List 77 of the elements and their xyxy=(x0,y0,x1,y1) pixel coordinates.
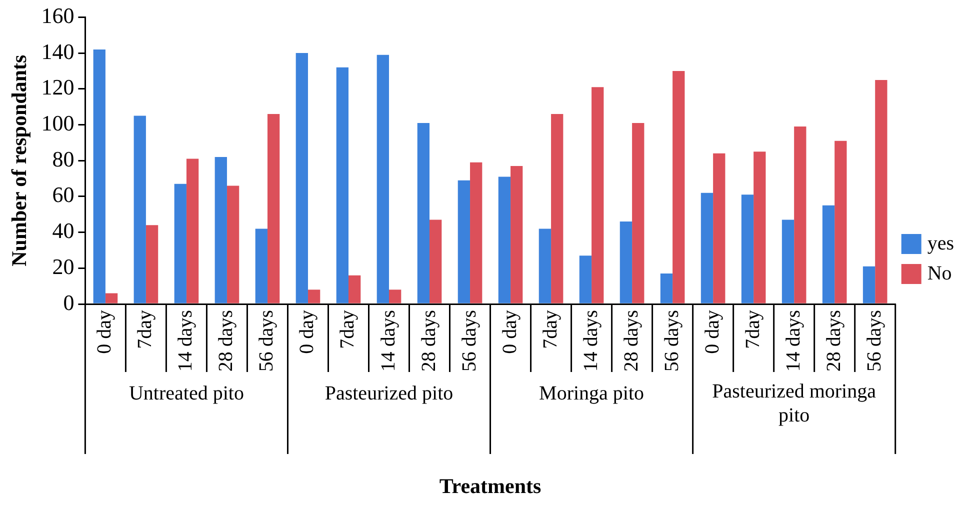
bar xyxy=(579,256,592,304)
bar xyxy=(458,180,470,304)
bar xyxy=(782,220,794,304)
x-tick-label: 0 day xyxy=(701,310,724,354)
legend-label: No xyxy=(927,262,952,284)
bar xyxy=(93,49,106,304)
x-tick-label: 7day xyxy=(539,310,562,349)
bar xyxy=(134,116,146,304)
x-tick-label: 0 day xyxy=(94,310,116,354)
bar xyxy=(336,67,348,304)
x-tick-label: 56 days xyxy=(660,310,683,372)
y-tick-label: 140 xyxy=(41,38,74,64)
y-tick-label: 100 xyxy=(41,110,74,136)
bar xyxy=(376,54,390,304)
bar xyxy=(417,122,430,304)
bar xyxy=(538,228,552,304)
x-tick-label: 56 days xyxy=(458,310,480,372)
bar xyxy=(620,222,632,304)
bar xyxy=(741,194,754,304)
x-tick-label: 14 days xyxy=(580,310,602,372)
y-tick-label: 40 xyxy=(52,218,74,244)
bar xyxy=(498,176,511,304)
bar xyxy=(834,140,847,304)
bar xyxy=(510,166,523,304)
x-tick-label: 14 days xyxy=(782,310,804,372)
bar xyxy=(174,184,186,304)
text: Moringa pito xyxy=(539,382,644,404)
x-tick-label: 7day xyxy=(336,310,359,349)
bar xyxy=(862,266,876,304)
bar xyxy=(296,53,308,304)
bar xyxy=(592,87,604,304)
x-tick-label: 14 days xyxy=(174,310,197,372)
x-tick-label: 0 day xyxy=(498,310,521,354)
y-tick-label: 160 xyxy=(41,2,74,28)
bar xyxy=(308,290,320,304)
x-tick-label: 56 days xyxy=(863,310,886,372)
bar xyxy=(875,80,888,304)
text: Pasteurized pito xyxy=(324,382,454,404)
x-tick-label: 28 days xyxy=(620,310,642,372)
bar xyxy=(186,158,199,304)
text: Untreated pito xyxy=(128,382,244,404)
x-tick-label: 28 days xyxy=(215,310,238,372)
bar xyxy=(700,192,714,304)
bar xyxy=(226,186,240,304)
legend-label: yes xyxy=(927,232,954,254)
text: Pasteurized moringa pito xyxy=(712,380,876,426)
x-tick-label: 28 days xyxy=(418,310,440,372)
bar xyxy=(389,290,402,304)
bar xyxy=(713,153,726,304)
bar xyxy=(551,114,564,304)
bar xyxy=(470,162,482,304)
y-tick-label: 80 xyxy=(52,146,74,172)
bar xyxy=(255,228,268,304)
bar xyxy=(214,157,227,304)
bar xyxy=(146,225,158,304)
bar xyxy=(672,70,685,304)
bar xyxy=(348,275,361,304)
x-tick-label: 28 days xyxy=(822,310,845,372)
x-tick-label: 56 days xyxy=(256,310,278,372)
y-tick-label: 0 xyxy=(63,290,74,315)
y-tick-label: 60 xyxy=(52,182,74,208)
bar xyxy=(822,205,835,304)
bar xyxy=(632,122,644,304)
bar xyxy=(430,220,442,304)
bar xyxy=(660,274,673,304)
x-tick-label: 14 days xyxy=(377,310,400,372)
bar xyxy=(267,114,280,304)
y-tick-label: 120 xyxy=(41,74,74,100)
bar xyxy=(794,126,806,304)
y-axis-title: Number of respondants xyxy=(7,54,32,266)
x-tick-label: 7day xyxy=(742,310,764,349)
x-tick-label: 0 day xyxy=(296,310,318,354)
y-tick-label: 20 xyxy=(52,254,74,279)
x-axis-title: Treatments xyxy=(439,474,542,498)
x-tick-label: 7day xyxy=(134,310,156,349)
bar xyxy=(754,152,766,304)
bar xyxy=(105,293,118,304)
